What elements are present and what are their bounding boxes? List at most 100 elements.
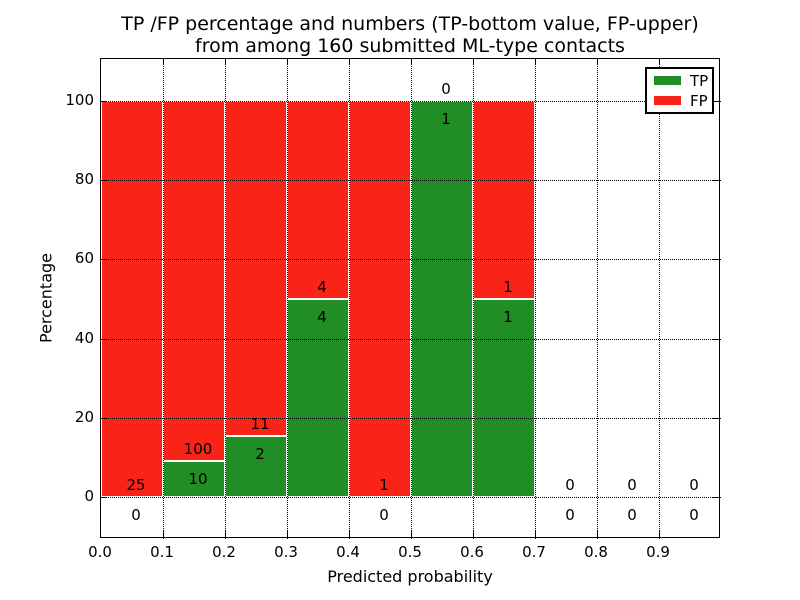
y-tick-mark <box>713 497 719 498</box>
bar-fp-segment <box>473 101 535 299</box>
x-tick-label: 0.0 <box>88 543 112 561</box>
vertical-gridline <box>535 59 536 539</box>
tp-count-label: 0 <box>379 505 389 524</box>
y-tick-mark <box>713 101 719 102</box>
x-tick-label: 0.3 <box>274 543 298 561</box>
tp-count-label: 0 <box>689 505 699 524</box>
fp-count-label: 4 <box>317 278 327 297</box>
fp-count-label: 11 <box>250 415 270 434</box>
y-tick-label: 20 <box>74 407 94 426</box>
plot-area: 25 0 100 10 11 2 4 4 1 0 0 1 1 1 0 0 0 0 0 0 <box>100 58 721 539</box>
x-tick-mark <box>597 531 598 537</box>
y-tick-mark <box>713 259 719 261</box>
bar-fp-segment <box>101 101 163 497</box>
y-tick-label: 80 <box>74 170 94 189</box>
x-tick-label: 0.9 <box>646 543 670 561</box>
fp-count-label: 0 <box>689 476 699 495</box>
y-tick-mark <box>101 259 107 261</box>
tp-count-label: 10 <box>188 469 208 488</box>
legend: TP FP <box>645 67 714 114</box>
bar-fp-segment <box>163 101 225 461</box>
bar-fp-segment <box>287 101 349 299</box>
bar-tp-segment <box>287 299 349 497</box>
x-tick-mark <box>411 531 412 537</box>
y-tick-mark <box>101 417 107 419</box>
x-tick-mark <box>163 531 164 537</box>
vertical-gridline <box>349 59 350 539</box>
fp-count-label: 0 <box>441 80 451 99</box>
horizontal-gridline <box>101 180 721 182</box>
x-tick-label: 0.4 <box>336 543 360 561</box>
fp-count-label: 1 <box>379 476 389 495</box>
legend-row-tp: TP <box>654 73 712 89</box>
horizontal-gridline <box>101 259 721 261</box>
vertical-gridline <box>597 59 598 539</box>
bar-tp-segment <box>225 436 287 497</box>
fp-count-label: 100 <box>183 440 213 459</box>
legend-label-fp: FP <box>690 91 708 110</box>
tp-count-label: 0 <box>627 505 637 524</box>
horizontal-gridline <box>101 497 721 498</box>
y-tick-mark <box>713 180 719 182</box>
bar-fp-segment <box>349 101 411 497</box>
x-tick-mark <box>287 531 288 537</box>
vertical-gridline <box>287 59 288 539</box>
chart-title-line-2: from among 160 submitted ML-type contact… <box>195 35 625 57</box>
x-tick-label: 0.2 <box>212 543 236 561</box>
y-tick-mark <box>101 101 107 102</box>
vertical-gridline <box>163 59 164 539</box>
chart-title-line-1: TP /FP percentage and numbers (TP-bottom… <box>121 13 699 35</box>
legend-label-tp: TP <box>690 71 709 90</box>
tp-count-label: 2 <box>255 444 265 463</box>
y-tick-mark <box>101 338 107 340</box>
x-tick-label: 0.7 <box>522 543 546 561</box>
horizontal-gridline <box>101 101 721 102</box>
x-tick-mark <box>535 59 536 65</box>
bar-fp-segment <box>225 101 287 437</box>
x-tick-mark <box>473 59 474 65</box>
tp-count-label: 0 <box>131 505 141 524</box>
bar-tp-segment <box>411 101 473 497</box>
bar-tp-segment <box>473 299 535 497</box>
x-tick-mark <box>287 59 288 65</box>
bar-tp-segment <box>163 461 225 497</box>
fp-count-label: 0 <box>627 476 637 495</box>
x-tick-mark <box>597 59 598 65</box>
legend-swatch-fp <box>654 96 681 105</box>
x-tick-label: 0.6 <box>460 543 484 561</box>
y-axis-label: Percentage <box>36 252 56 344</box>
tp-count-label: 0 <box>565 505 575 524</box>
x-tick-mark <box>349 531 350 537</box>
y-tick-label: 100 <box>65 91 94 109</box>
y-tick-label: 40 <box>74 328 94 347</box>
y-tick-mark <box>713 338 719 340</box>
y-tick-mark <box>713 417 719 419</box>
x-tick-mark <box>163 59 164 65</box>
vertical-gridline <box>659 59 660 539</box>
horizontal-gridline <box>101 338 721 340</box>
vertical-gridline <box>473 59 474 539</box>
legend-swatch-tp <box>654 76 681 85</box>
fp-count-label: 0 <box>565 476 575 495</box>
tp-count-label: 1 <box>441 109 451 128</box>
x-tick-mark <box>659 531 660 537</box>
vertical-gridline <box>411 59 412 539</box>
horizontal-gridline <box>101 417 721 419</box>
y-tick-label: 60 <box>74 249 94 268</box>
x-tick-mark <box>659 59 660 65</box>
x-tick-mark <box>473 531 474 537</box>
fp-count-label: 1 <box>503 278 513 297</box>
x-tick-mark <box>535 531 536 537</box>
tp-count-label: 4 <box>317 307 327 326</box>
y-tick-label: 0 <box>84 487 94 505</box>
x-tick-mark <box>349 59 350 65</box>
fp-count-label: 25 <box>126 476 146 495</box>
legend-row-fp: FP <box>654 93 712 109</box>
y-tick-mark <box>101 497 107 498</box>
tp-count-label: 1 <box>503 307 513 326</box>
x-tick-label: 0.1 <box>150 543 174 561</box>
vertical-gridline <box>225 59 226 539</box>
x-tick-mark <box>225 59 226 65</box>
x-tick-label: 0.5 <box>398 543 422 561</box>
